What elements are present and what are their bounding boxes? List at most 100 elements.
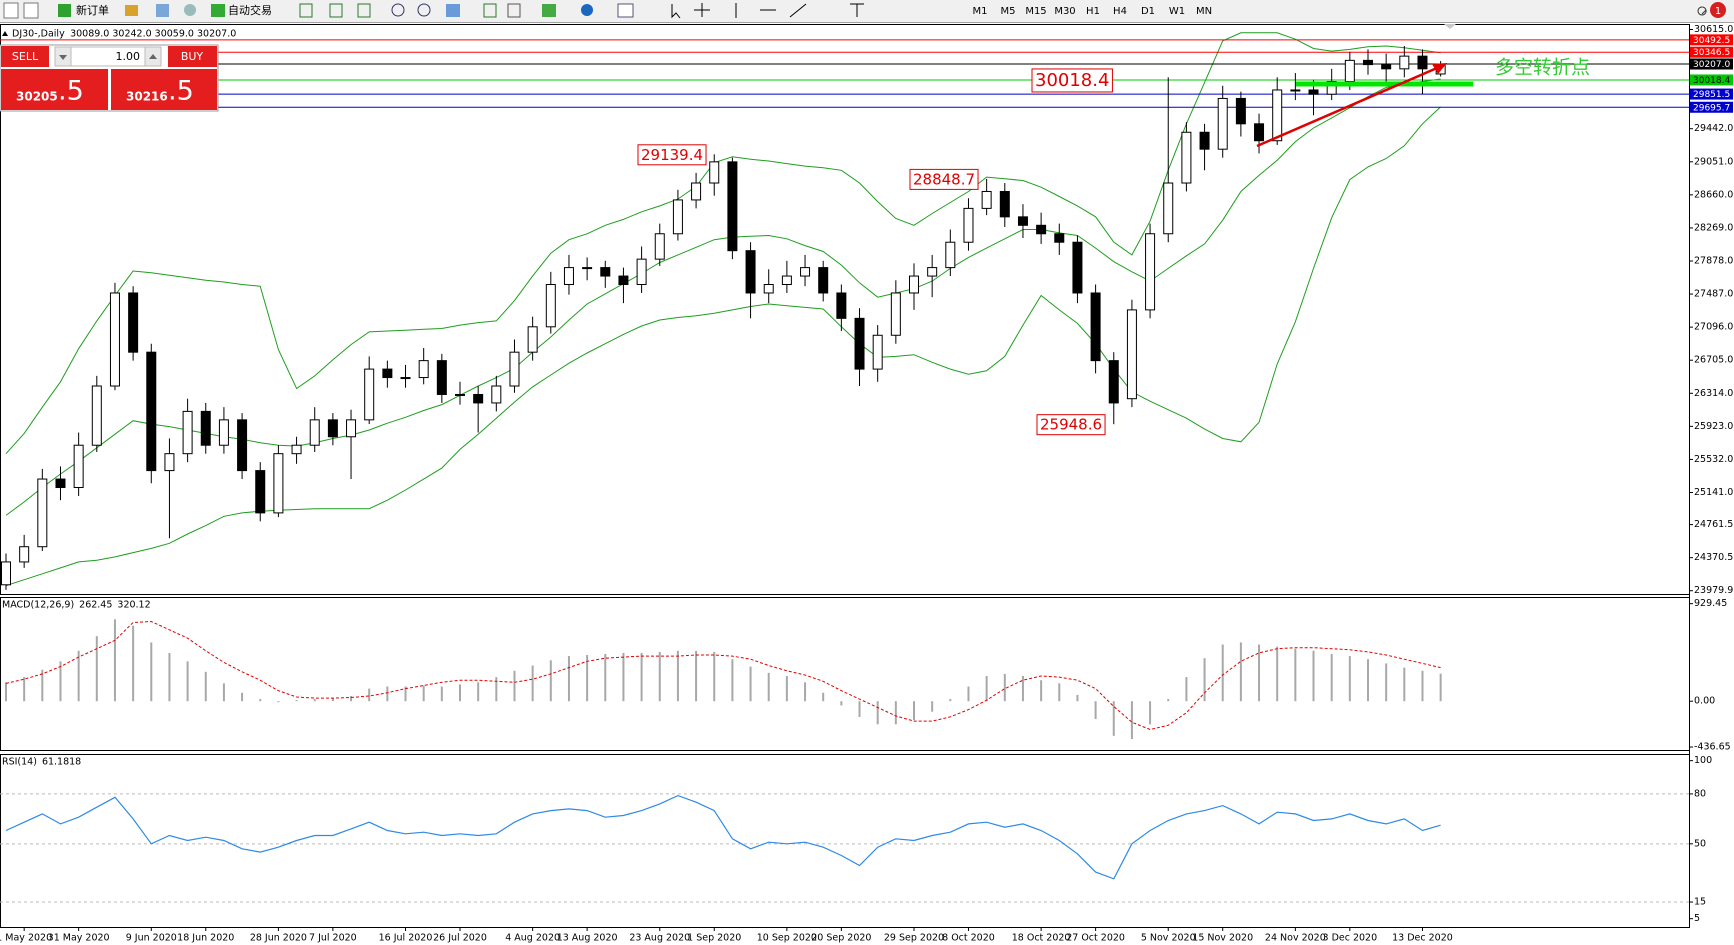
auto-trading-icon[interactable] — [211, 4, 225, 17]
icon[interactable] — [156, 4, 169, 17]
icon[interactable] — [446, 4, 460, 17]
panel-frame — [0, 597, 1690, 751]
macd-bar — [1385, 663, 1388, 702]
cursor-icon[interactable] — [671, 4, 681, 19]
timeframe-button[interactable]: W1 — [1169, 6, 1185, 17]
icon[interactable] — [3, 2, 19, 19]
macd-bar — [1094, 701, 1097, 720]
y-tick-label: 27096.0 — [1694, 322, 1733, 333]
macd-bar — [259, 699, 262, 702]
macd-bar — [567, 656, 570, 702]
macd-bar — [1185, 677, 1188, 702]
candle-body — [382, 368, 393, 379]
x-tick-label: 18 Jun 2020 — [177, 933, 234, 944]
candle-body — [927, 267, 938, 277]
new-order-icon[interactable] — [58, 4, 71, 17]
timeframe-button[interactable]: M15 — [1025, 6, 1046, 17]
y-tick-label: 28660.0 — [1694, 189, 1733, 200]
sell-button[interactable] — [1, 46, 49, 67]
icon[interactable] — [299, 3, 313, 18]
candle-body — [1126, 309, 1137, 400]
candle-body — [1036, 224, 1047, 235]
candle-body — [1344, 59, 1355, 83]
bollinger-lower — [5, 106, 1441, 587]
auto-trading-button[interactable]: 自动交易 — [228, 3, 272, 17]
timeframe-button[interactable]: MN — [1196, 6, 1212, 17]
annotation-box — [1036, 414, 1106, 436]
buy-price-box[interactable] — [111, 69, 217, 110]
macd-bar — [876, 701, 879, 725]
notification-badge[interactable] — [1710, 2, 1726, 18]
price-level-label: 30346.5 — [1693, 48, 1730, 58]
order-panel: SELL 1.00 BUY 30205 .5 30216 .5 — [0, 44, 219, 112]
macd-bar — [1421, 670, 1424, 702]
candle-body — [1054, 233, 1065, 243]
macd-bar — [59, 661, 62, 702]
sell-price-box[interactable] — [1, 69, 108, 110]
icon[interactable] — [542, 4, 556, 17]
candle-body — [1, 561, 11, 586]
macd-bar — [23, 677, 26, 702]
buy-button[interactable] — [168, 46, 217, 67]
y-tick-label: 100 — [1694, 755, 1712, 766]
timeframe-button[interactable]: H4 — [1113, 6, 1127, 17]
timeframe-button[interactable]: H1 — [1086, 6, 1100, 17]
candle-body — [1235, 97, 1246, 125]
draw-icons[interactable] — [735, 3, 807, 18]
price-level-tag — [1690, 101, 1733, 113]
icon[interactable] — [483, 3, 497, 18]
icon[interactable] — [391, 3, 405, 17]
macd-bar — [586, 655, 589, 702]
candle-body — [672, 199, 683, 235]
candle-body — [618, 275, 629, 286]
text-icon[interactable] — [850, 3, 864, 17]
candle-body — [346, 419, 357, 438]
macd-bar — [804, 682, 807, 702]
timeframe-button[interactable]: D1 — [1141, 6, 1155, 17]
icon[interactable] — [23, 2, 39, 19]
icon[interactable] — [417, 3, 431, 17]
y-tick-label: 25141.0 — [1694, 487, 1733, 498]
icon[interactable] — [125, 5, 138, 16]
timeframe-button[interactable]: M30 — [1054, 6, 1075, 17]
icon[interactable] — [329, 3, 343, 18]
signal-value: 320.12 — [117, 600, 150, 611]
candle-body — [945, 241, 956, 269]
candle-body — [1272, 89, 1283, 142]
x-tick-label: 28 Jun 2020 — [250, 933, 307, 944]
timeframe-button[interactable]: M5 — [1001, 6, 1016, 17]
timeframe-button[interactable]: M1 — [973, 6, 988, 17]
icon[interactable] — [357, 3, 371, 18]
icon[interactable] — [184, 4, 196, 16]
icon[interactable] — [507, 3, 521, 18]
macd-bar — [1203, 658, 1206, 702]
toolbar-icons — [3, 2, 1726, 19]
icon[interactable] — [617, 3, 634, 18]
annotation-note: 多空转折点 — [1495, 57, 1590, 79]
macd-bar — [132, 625, 135, 702]
macd-bar — [676, 650, 679, 702]
buy-label: BUY — [181, 50, 204, 63]
icon[interactable] — [581, 4, 593, 16]
macd-bar — [695, 650, 698, 702]
macd-bar — [513, 670, 516, 702]
new-order-button[interactable]: 新订单 — [76, 3, 109, 17]
macd-bar — [1276, 646, 1279, 702]
trend-arrow[interactable] — [1256, 66, 1438, 148]
y-tick-label: 5 — [1694, 913, 1700, 924]
candle-body — [781, 275, 792, 286]
y-tick-label: 27487.0 — [1694, 289, 1733, 300]
macd-bar — [1076, 694, 1079, 702]
y-tick-label: 929.45 — [1694, 598, 1727, 609]
annotation-box — [909, 168, 979, 190]
y-tick-label: 29442.0 — [1694, 123, 1733, 134]
macd-bar — [1294, 648, 1297, 702]
search-icon[interactable] — [1697, 6, 1707, 16]
crosshair-icon[interactable] — [694, 3, 710, 17]
macd-bar — [1058, 683, 1061, 702]
price-level-tag — [1690, 74, 1733, 86]
candle-body — [836, 292, 847, 319]
candle-body — [981, 190, 992, 209]
macd-bar — [604, 653, 607, 702]
candle-body — [1072, 241, 1083, 294]
